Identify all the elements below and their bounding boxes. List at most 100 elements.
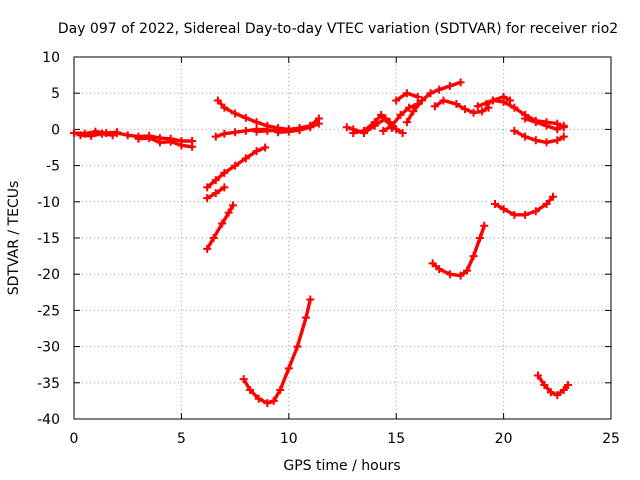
data-point [231, 161, 240, 170]
data-point [379, 126, 388, 135]
data-point [413, 92, 422, 101]
series-arc-03 [112, 129, 197, 145]
data-point [402, 118, 411, 127]
data-point [252, 118, 261, 127]
data-point [469, 252, 478, 261]
data-point [349, 129, 358, 138]
data-point [392, 96, 401, 105]
series-arc-22 [521, 114, 568, 134]
chart-title: Day 097 of 2022, Sidereal Day-to-day VTE… [58, 21, 618, 37]
x-tick-label: 20 [495, 431, 513, 447]
data-point [112, 129, 121, 138]
series-arc-24 [491, 192, 558, 219]
series-arc-06 [211, 125, 272, 141]
data-point [402, 89, 411, 98]
data-point [549, 192, 558, 201]
data-point [274, 128, 283, 137]
data-point [521, 132, 530, 141]
y-tick-label: -40 [37, 412, 60, 428]
data-series [70, 78, 573, 408]
data-point [306, 123, 315, 132]
x-tick-label: 0 [70, 431, 79, 447]
data-point [284, 364, 293, 373]
data-point [293, 342, 302, 351]
data-point [435, 85, 444, 94]
x-tick-label: 5 [177, 431, 186, 447]
data-point [239, 375, 248, 384]
data-point [263, 126, 272, 135]
series-arc-14 [349, 110, 407, 138]
data-point [533, 371, 542, 380]
axis-ticks: 0 5 10 15 20 25 10 5 0 -5 -10 -15 -20 -25 -30 -35 -40 [37, 50, 620, 447]
series-arc-21 [510, 126, 568, 147]
data-point [224, 208, 233, 217]
y-tick-label: -10 [37, 195, 60, 211]
data-point [220, 129, 229, 138]
data-point [510, 126, 519, 135]
series-arc-08 [274, 119, 323, 137]
data-point [70, 129, 78, 138]
data-point [252, 127, 261, 136]
data-point [387, 121, 396, 130]
data-point [228, 201, 237, 210]
data-point [473, 102, 482, 111]
data-point [542, 121, 551, 130]
data-point [123, 131, 132, 140]
data-point [553, 125, 562, 134]
data-point [521, 114, 530, 123]
data-point [231, 128, 240, 137]
data-point [499, 205, 508, 214]
data-point [211, 189, 220, 198]
data-point [428, 259, 437, 268]
data-point [559, 386, 568, 395]
data-point [531, 136, 540, 145]
data-point [370, 118, 379, 127]
data-point [559, 132, 568, 141]
series-trace [241, 297, 312, 405]
data-point [398, 129, 407, 138]
data-point [499, 92, 508, 101]
data-point [559, 121, 568, 130]
data-point [409, 107, 418, 116]
data-point [359, 126, 368, 135]
data-point [220, 103, 229, 112]
y-tick-label: -35 [37, 376, 60, 392]
data-point [542, 199, 551, 208]
data-point [218, 219, 227, 228]
y-tick-label: -20 [37, 267, 60, 283]
data-point [475, 234, 484, 242]
series-trace [476, 95, 512, 108]
y-tick-label: -15 [37, 231, 60, 247]
data-point [241, 113, 250, 122]
series-arc-04 [134, 134, 197, 151]
data-point [213, 96, 222, 105]
series-arc-25 [533, 371, 573, 400]
data-point [405, 103, 414, 112]
series-trace [78, 131, 115, 138]
data-point [342, 123, 351, 132]
data-point [531, 118, 540, 127]
data-point [246, 386, 255, 395]
data-point [188, 142, 197, 151]
x-tick-label: 15 [387, 431, 405, 447]
data-point [478, 107, 487, 116]
data-point [439, 96, 448, 105]
data-point [108, 131, 117, 140]
data-point [155, 138, 164, 147]
data-point [540, 380, 549, 389]
series-arc-18 [430, 96, 493, 117]
data-point [145, 134, 154, 143]
data-point [445, 270, 454, 279]
data-point [488, 96, 497, 105]
data-point [521, 210, 530, 219]
data-point [231, 109, 240, 118]
data-point [301, 313, 310, 322]
y-tick-label: -5 [46, 159, 60, 175]
data-point [254, 394, 263, 403]
data-point [166, 137, 175, 146]
data-point [463, 266, 472, 275]
data-point [426, 89, 435, 98]
data-point [445, 81, 454, 90]
x-axis-label: GPS time / hours [283, 458, 400, 474]
data-point [87, 131, 96, 140]
